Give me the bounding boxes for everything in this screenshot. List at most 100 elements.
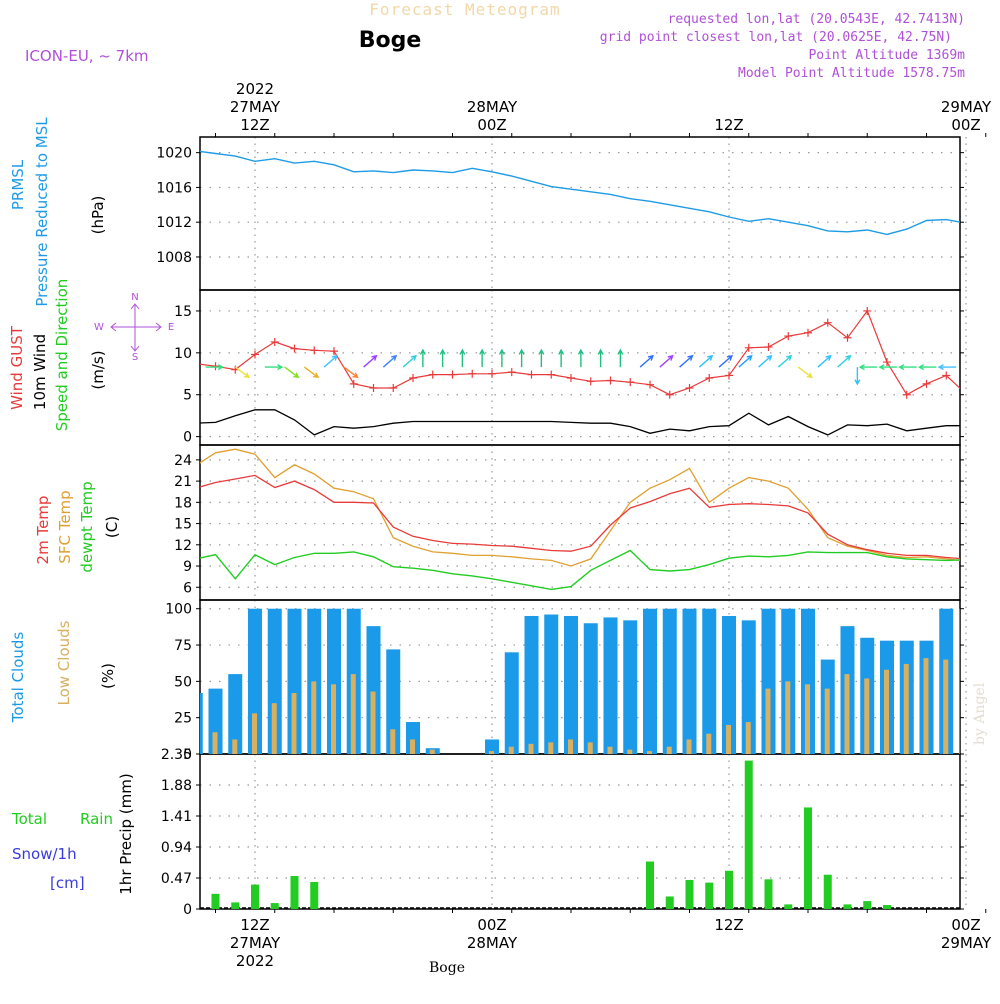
top-time-label: 29MAY xyxy=(941,98,992,116)
y-tick-label: 1.88 xyxy=(161,778,192,794)
rain-bar xyxy=(982,900,990,909)
bottom-time-label: 29MAY xyxy=(941,934,992,952)
total-clouds-label: Total Clouds xyxy=(9,632,27,724)
wind-direction-arrow xyxy=(699,356,712,367)
total-cloud-bar xyxy=(683,609,697,754)
gust-point xyxy=(705,374,713,382)
dewpt-line xyxy=(156,551,1000,590)
y-tick-label: 1012 xyxy=(156,215,192,231)
panel-frame xyxy=(200,290,960,445)
y-tick-label: 1.41 xyxy=(161,809,192,825)
panel-frame xyxy=(200,445,960,600)
wind-speed-direction-label: Speed and Direction xyxy=(53,279,71,432)
low-cloud-bar xyxy=(351,674,356,754)
wind-direction-arrow xyxy=(798,367,812,377)
rain-bar xyxy=(646,862,654,909)
clouds-unit-label: (%) xyxy=(99,663,117,689)
gust-point xyxy=(587,377,595,385)
watermark: by Angel xyxy=(972,682,988,745)
dewpt-label: dewpt Temp xyxy=(78,481,96,572)
low-cloud-bar xyxy=(667,747,672,754)
wind-direction-arrow xyxy=(304,367,318,377)
gust-point xyxy=(488,370,496,378)
low-cloud-bar xyxy=(548,742,553,754)
snow-unit-label: [cm] xyxy=(50,874,85,892)
grid-coords: grid point closest lon,lat (20.0625E, 42… xyxy=(600,30,952,45)
pressure-line xyxy=(156,142,1000,272)
bottom-time-label: 00Z xyxy=(951,916,980,934)
low-cloud-bar xyxy=(390,729,395,754)
y-tick-label: 2.35 xyxy=(161,747,192,763)
wind-direction-arrow xyxy=(855,367,860,384)
top-time-label: 2022 xyxy=(236,80,274,98)
wind-direction-arrow xyxy=(460,350,465,367)
total-cloud-bar xyxy=(702,609,716,754)
gust-point xyxy=(389,384,397,392)
gust-point xyxy=(686,384,694,392)
low-cloud-bar xyxy=(687,739,692,754)
wind-direction-arrow xyxy=(578,350,583,367)
y-tick-label: 1020 xyxy=(156,146,192,162)
total-cloud-bar xyxy=(604,617,618,754)
low-cloud-bar xyxy=(706,734,711,754)
bottom-time-label: 28MAY xyxy=(467,934,518,952)
y-tick-label: 1008 xyxy=(156,250,192,266)
low-cloud-bar xyxy=(410,739,415,754)
gust-point xyxy=(765,343,773,351)
y-tick-label: 0 xyxy=(183,902,192,918)
gust-point xyxy=(330,347,338,355)
wind-direction-arrow xyxy=(499,350,504,367)
gust-point xyxy=(923,380,931,388)
rain-bar xyxy=(310,882,318,909)
gust-point xyxy=(291,345,299,353)
gust-point xyxy=(804,329,812,337)
low-cloud-bar xyxy=(509,747,514,754)
gust-point xyxy=(567,374,575,382)
total-cloud-bar xyxy=(525,616,539,754)
low-cloud-bar xyxy=(924,658,929,754)
low-cloud-bar xyxy=(193,722,198,754)
low-cloud-bar xyxy=(430,750,435,754)
model-altitude: Model Point Altitude 1578.75m xyxy=(738,66,965,81)
gust-point xyxy=(409,374,417,382)
rain-bar xyxy=(784,904,792,909)
bottom-time-label: 12Z xyxy=(240,916,269,934)
temp-label: 2m Temp xyxy=(34,496,52,565)
gust-point xyxy=(607,376,615,384)
bottom-time-label: 12Z xyxy=(714,916,743,934)
rain-bar xyxy=(765,879,773,909)
y-tick-label: 0.94 xyxy=(161,840,192,856)
rain-bar xyxy=(883,905,891,909)
rain-bar xyxy=(863,901,871,909)
y-tick-label: 15 xyxy=(174,304,192,320)
low-cloud-bar xyxy=(213,732,218,754)
wind-direction-arrow xyxy=(719,356,732,367)
wind-direction-arrow xyxy=(344,367,358,377)
y-tick-label: 75 xyxy=(174,638,192,654)
low-cloud-bar xyxy=(785,681,790,754)
wind-label: 10m Wind xyxy=(31,334,49,410)
wind-direction-arrow xyxy=(324,356,337,367)
wind-direction-arrow xyxy=(235,367,249,377)
wind-direction-arrow xyxy=(919,365,936,370)
rain-bar xyxy=(844,904,852,909)
total-cloud-bar xyxy=(544,615,558,754)
temp-unit-label: (C) xyxy=(103,516,121,538)
low-cloud-bar xyxy=(825,689,830,754)
wind-direction-arrow xyxy=(739,356,752,367)
y-tick-label: 18 xyxy=(174,495,192,511)
y-tick-label: 21 xyxy=(174,474,192,490)
wind-direction-arrow xyxy=(265,365,282,370)
gust-point xyxy=(508,368,516,376)
wind-direction-arrow xyxy=(420,350,425,367)
low-cloud-bar xyxy=(845,674,850,754)
wind-unit-label: (m/s) xyxy=(89,350,107,389)
wind-direction-arrow xyxy=(759,356,772,367)
low-cloud-bar xyxy=(726,725,731,754)
low-cloud-bar xyxy=(608,747,613,754)
y-tick-label: 100 xyxy=(165,602,192,618)
rain-bar xyxy=(231,902,239,909)
low-cloud-bar xyxy=(252,713,257,754)
total-cloud-bar xyxy=(584,623,598,754)
